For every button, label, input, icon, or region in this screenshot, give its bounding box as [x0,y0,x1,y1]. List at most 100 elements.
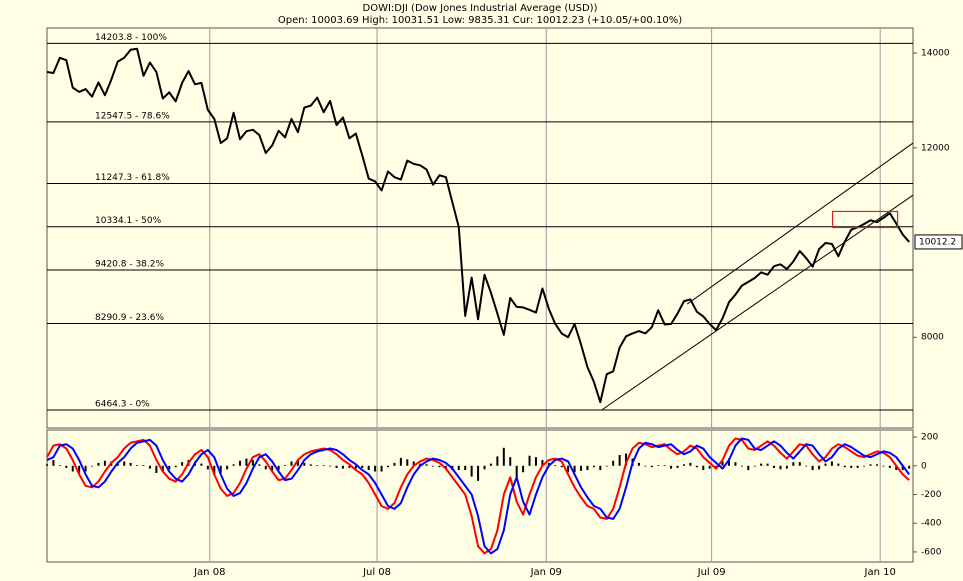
histogram-bar [309,464,312,466]
histogram-bar [689,462,692,466]
histogram-bar [792,462,795,466]
histogram-bar [123,461,126,466]
oscillator-panel [46,429,914,563]
histogram-bar [637,462,640,466]
histogram-bar [554,465,557,466]
histogram-bar [644,465,647,467]
histogram-bar [515,465,518,478]
price-panel [46,27,914,429]
histogram-bar [58,465,61,466]
histogram-bar [457,465,460,471]
histogram-bar [901,465,904,471]
histogram-bar [329,465,332,467]
histogram-bar [747,465,750,471]
series-line [46,437,910,555]
y-tick-label: 14000 [921,49,950,59]
histogram-bar [91,465,94,467]
histogram-bar [612,460,615,466]
histogram-bar [200,463,203,466]
chart-title: DOWI:DJI (Dow Jones Industrial Average (… [363,3,598,14]
histogram-bar [181,462,184,466]
histogram-bar [361,465,364,468]
x-tick-label: Jan 09 [530,567,562,578]
histogram-bar [264,465,267,470]
histogram-bar [161,465,164,472]
histogram-bar [882,465,885,467]
histogram-bar [52,460,55,466]
histogram-bar [773,465,776,468]
histogram-bar [676,465,679,468]
histogram-bar [541,460,544,466]
histogram-bar [393,462,396,466]
histogram-bar [618,454,621,466]
histogram-bar [406,459,409,466]
histogram-bar [78,465,81,473]
histogram-bar [46,464,48,466]
histogram-bar [657,465,660,466]
fib-label: 14203.8 - 100% [95,33,167,43]
histogram-bar [303,462,306,466]
histogram-bar [670,465,673,469]
histogram-bar [129,462,132,466]
histogram-bar [322,465,325,466]
histogram-bar [464,465,467,471]
histogram-bar [341,465,344,469]
histogram-bar [824,463,827,466]
histogram-bar [213,465,216,475]
histogram-bar [148,465,151,469]
histogram-bar [316,465,319,466]
histogram-bar [625,453,628,466]
histogram-bar [251,460,254,466]
histogram-bar [818,465,821,470]
histogram-bar [863,465,866,467]
histogram-bar [528,455,531,466]
histogram-bar [605,465,608,467]
histogram-bar [258,464,261,466]
histogram-bar [599,465,602,471]
histogram-bar [65,465,68,468]
histogram-bar [239,460,242,466]
histogram-bar [174,465,177,468]
histogram-bar [438,465,441,468]
histogram-bar [702,465,705,471]
x-tick-label: Jul 09 [697,567,726,578]
histogram-bar [206,465,209,470]
series-line [46,47,910,404]
histogram-bar [232,464,235,466]
histogram-bar [296,460,299,466]
histogram-bar [580,465,583,471]
fib-label: 8290.9 - 23.6% [95,313,164,323]
histogram-bar [875,464,878,466]
histogram-bar [811,465,814,471]
histogram-bar [766,463,769,466]
histogram-bar [290,461,293,466]
histogram-bar [740,465,743,467]
histogram-bar [142,465,145,466]
fib-label: 6464.3 - 0% [95,399,150,409]
histogram-bar [489,463,492,466]
histogram-bar [380,465,383,472]
histogram-bar [573,465,576,473]
highlight-box [831,210,899,229]
histogram-bar [908,465,911,469]
histogram-bar [374,465,377,472]
histogram-bar [284,465,287,466]
y-tick-label: -600 [921,547,942,557]
histogram-bar [84,465,87,472]
histogram-bar [895,465,898,471]
histogram-bar [168,465,171,470]
histogram-bar [354,465,357,469]
histogram-bar [560,465,563,468]
histogram-bar [727,458,730,466]
histogram-bar [97,462,100,466]
histogram-bar [502,447,505,466]
histogram-bar [219,465,222,473]
histogram-bar [734,462,737,466]
trendline [601,194,914,411]
histogram-bar [586,465,589,471]
histogram-bar [367,465,370,471]
histogram-bar [425,464,428,466]
histogram-bar [483,465,486,470]
fib-label: 10334.1 - 50% [95,216,162,226]
